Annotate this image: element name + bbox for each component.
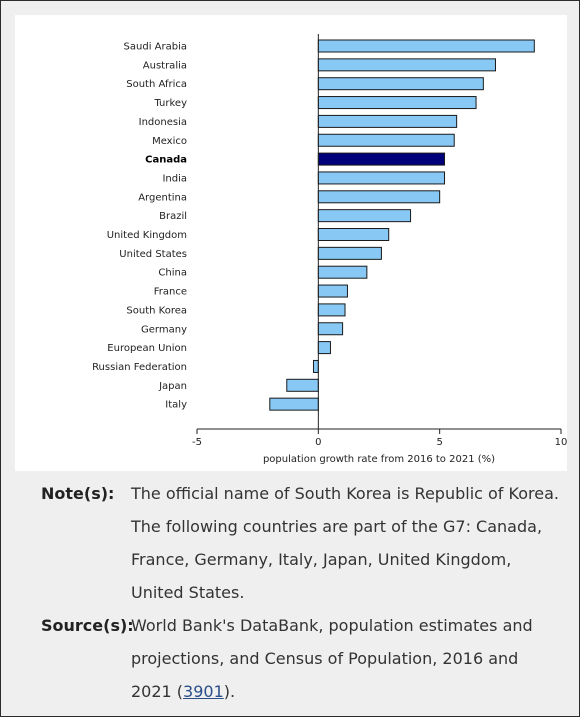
notes-section: Note(s): The official name of South Kore… bbox=[41, 477, 561, 708]
x-tick-label: 5 bbox=[436, 437, 442, 448]
note-line: The official name of South Korea is Repu… bbox=[131, 484, 559, 503]
source-label: Source(s): bbox=[41, 616, 134, 635]
category-label: France bbox=[154, 287, 187, 298]
chart-container: Saudi Arabia Australia South Africa Turkey I… bbox=[15, 15, 567, 471]
category-label: South Korea bbox=[126, 305, 187, 316]
bar-mexico bbox=[317, 133, 455, 147]
bar-france bbox=[317, 284, 348, 298]
bar-turkey bbox=[317, 96, 477, 110]
category-label: United Kingdom bbox=[107, 230, 187, 241]
category-label: Argentina bbox=[138, 192, 187, 203]
population-growth-chart: Saudi Arabia Australia South Africa Turkey I… bbox=[92, 34, 567, 465]
category-label: Indonesia bbox=[139, 117, 187, 128]
category-label: Brazil bbox=[159, 211, 187, 222]
category-label: Canada bbox=[145, 155, 187, 166]
source-body: World Bank's DataBank, population estima… bbox=[131, 609, 561, 708]
source-text: World Bank's DataBank, population estima… bbox=[131, 616, 533, 701]
bar-italy bbox=[269, 397, 319, 411]
category-label: Mexico bbox=[152, 136, 187, 147]
bar-argentina bbox=[317, 190, 441, 204]
category-label: India bbox=[162, 173, 187, 184]
notes-body: The official name of South Korea is Repu… bbox=[131, 477, 561, 609]
category-label: Germany bbox=[141, 324, 187, 335]
bar-russian-federation bbox=[312, 359, 319, 373]
category-label: China bbox=[158, 268, 187, 279]
category-label: Saudi Arabia bbox=[124, 42, 187, 53]
bar-australia bbox=[317, 58, 496, 72]
category-label: Russian Federation bbox=[92, 362, 187, 373]
category-label: Turkey bbox=[153, 98, 187, 109]
notes-label: Note(s): bbox=[41, 484, 115, 503]
category-label: Japan bbox=[158, 381, 187, 392]
bar-brazil bbox=[317, 209, 412, 223]
bar-germany bbox=[317, 322, 344, 336]
category-label: United States bbox=[119, 249, 187, 260]
bar-saudi-arabia bbox=[317, 39, 535, 53]
x-tick-label: -5 bbox=[192, 437, 202, 448]
category-labels: Saudi Arabia Australia South Africa Turkey I… bbox=[92, 42, 187, 411]
source-link[interactable]: 3901 bbox=[183, 682, 224, 701]
bar-south-korea bbox=[317, 303, 346, 317]
x-tick-label: 0 bbox=[315, 437, 321, 448]
category-label: Australia bbox=[143, 60, 187, 71]
bar-united-kingdom bbox=[317, 228, 390, 241]
category-label: South Africa bbox=[126, 79, 187, 90]
bar-united-states bbox=[317, 246, 382, 260]
bar-south-africa bbox=[317, 77, 484, 91]
bar-indonesia bbox=[317, 114, 458, 128]
x-axis-title: population growth rate from 2016 to 2021… bbox=[263, 454, 495, 465]
bar-european-union bbox=[317, 341, 331, 355]
bar-china bbox=[317, 265, 368, 279]
x-axis-ticks: -5 0 5 10 bbox=[192, 429, 567, 448]
note-line: The following countries are part of the … bbox=[131, 517, 543, 602]
bar-india bbox=[317, 171, 446, 185]
category-label: Italy bbox=[165, 400, 187, 411]
bar-canada bbox=[317, 152, 446, 166]
source-row: Source(s): World Bank's DataBank, popula… bbox=[41, 609, 561, 708]
notes-row: Note(s): The official name of South Kore… bbox=[41, 477, 561, 609]
source-end: ). bbox=[223, 682, 236, 701]
bars-group bbox=[269, 39, 535, 411]
x-tick-label: 10 bbox=[555, 437, 567, 448]
category-label: European Union bbox=[107, 343, 187, 354]
bar-japan bbox=[286, 378, 319, 392]
